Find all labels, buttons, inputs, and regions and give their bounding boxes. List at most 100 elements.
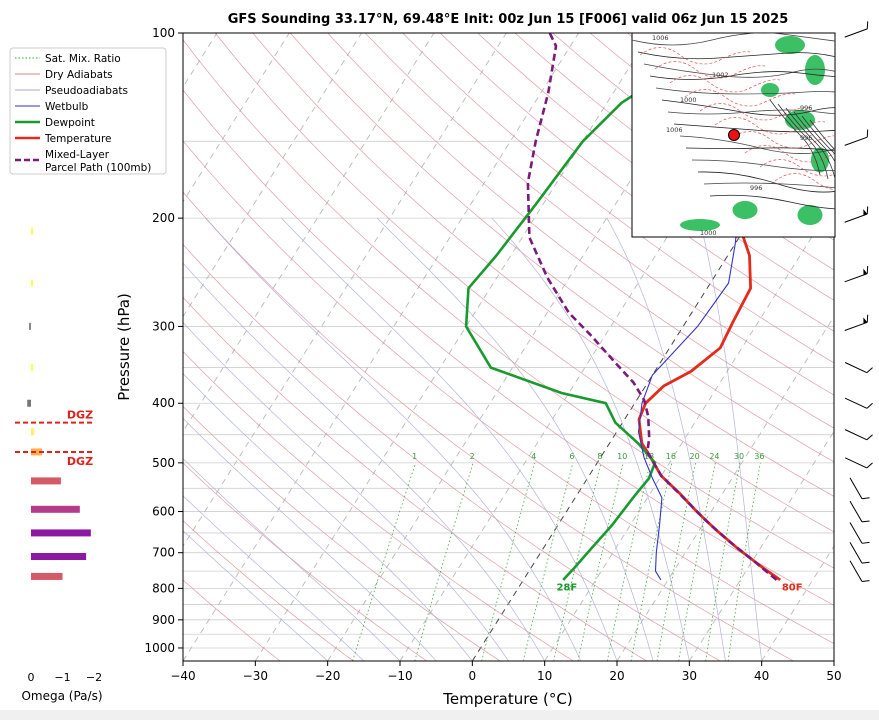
precip-area [732, 201, 758, 219]
map-border [655, 87, 835, 95]
mixing-ratio-label: 4 [531, 452, 536, 461]
map-border [697, 171, 835, 193]
barb-shaft [844, 362, 868, 374]
x-tick-label: 10 [537, 669, 552, 683]
precip-area [775, 36, 805, 54]
inset-map: 1006 1002 1006 1000 996 996 1000 996 [631, 32, 836, 238]
isotherm-line [688, 430, 834, 661]
y-tick-label: 200 [152, 211, 175, 225]
legend-label: Dry Adiabats [45, 69, 113, 81]
location-marker [728, 129, 740, 141]
mixing-ratio-line [678, 462, 716, 661]
mixing-ratio-line [577, 462, 624, 661]
x-tick-label: 40 [754, 669, 769, 683]
legend-label: Pseudoadiabats [45, 85, 128, 97]
map-border [679, 135, 835, 154]
map-isobar [809, 119, 835, 151]
barb-shaft [849, 560, 863, 582]
omega-bar [31, 477, 61, 485]
mixing-ratio-line [630, 462, 673, 661]
mixing-ratio-label: 6 [569, 452, 574, 461]
map-border [632, 33, 835, 46]
dry-adiabat [183, 191, 794, 661]
barb-pennant [863, 209, 868, 216]
map-contour-label: 1006 [652, 34, 669, 42]
mixing-ratio-label: 10 [617, 452, 627, 461]
barb-shaft [844, 321, 868, 331]
barb-flag [866, 265, 869, 274]
footer-strip [0, 710, 879, 720]
precip-area [797, 205, 823, 225]
dry-adiabat [183, 89, 834, 606]
map-border [661, 99, 835, 116]
x-tick-label: −30 [243, 669, 268, 683]
barb-flag [866, 314, 869, 323]
y-axis-label: Pressure (hPa) [115, 293, 133, 401]
mixing-ratio-line [727, 462, 761, 661]
wind-barb [844, 265, 869, 283]
omega-bar [31, 572, 63, 580]
plot-frame [182, 32, 835, 662]
map-contour-label: 1000 [700, 229, 717, 237]
isotherm-line [183, 33, 435, 433]
legend-label: Wetbulb [45, 101, 89, 113]
barb-flag [861, 580, 870, 583]
barb-pennant [863, 317, 868, 324]
barb-shaft [844, 136, 868, 146]
omega-bar [31, 279, 33, 287]
map-isobar [785, 107, 835, 181]
legend-label: Mixed-Layer [45, 149, 110, 161]
mixing-ratio-label: 8 [597, 452, 602, 461]
map-contour-label: 996 [800, 104, 812, 112]
pseudoadiabat [606, 217, 726, 661]
pseudoadiabat [281, 217, 618, 661]
barb-shaft [844, 429, 868, 441]
omega-tick-label: −2 [86, 671, 102, 684]
pseudoadiabat [183, 458, 401, 661]
isotherm-line [183, 33, 507, 548]
map-border [703, 182, 835, 189]
map-border [637, 51, 835, 60]
omega-bar [31, 227, 33, 235]
barb-flag [861, 497, 870, 500]
isotherm-line [183, 33, 580, 661]
map-isobar [769, 99, 821, 176]
barb-flag [866, 462, 873, 469]
map-contour [774, 173, 835, 191]
map-contour-label: 996 [800, 134, 812, 142]
omega-tick-label: −1 [54, 671, 70, 684]
series-dewpoint [464, 33, 717, 581]
isotherm-line [761, 545, 834, 661]
omega-bar [31, 364, 33, 372]
wind-barb [849, 560, 870, 583]
barb-shaft [844, 397, 868, 409]
isotherm-line [183, 33, 363, 318]
mixing-ratio-line [414, 462, 474, 661]
precip-area [680, 219, 720, 231]
dry-adiabat [183, 406, 501, 661]
pseudoadiabat [376, 217, 654, 661]
y-tick-label: 800 [152, 581, 175, 595]
precip-area [805, 55, 825, 85]
dry-adiabat [183, 140, 834, 644]
y-tick-label: 300 [152, 319, 175, 333]
mixing-ratio-label: 2 [470, 452, 475, 461]
omega-bar [31, 448, 43, 456]
map-contour-label: 1000 [680, 96, 697, 104]
dry-adiabat [183, 462, 427, 661]
barb-shaft [849, 542, 863, 564]
isotherm-line [254, 33, 652, 661]
x-tick-label: 50 [826, 669, 841, 683]
map-contour [744, 145, 835, 163]
wind-barb [849, 477, 870, 500]
wind-barb [849, 500, 870, 523]
wind-barb [849, 522, 870, 544]
barb-shaft [849, 500, 863, 523]
barb-flag [861, 561, 870, 564]
mixing-ratio-label: 24 [709, 452, 719, 461]
mixing-ratio-line [606, 462, 651, 661]
barb-flag [866, 206, 869, 215]
wind-barb [844, 206, 869, 223]
